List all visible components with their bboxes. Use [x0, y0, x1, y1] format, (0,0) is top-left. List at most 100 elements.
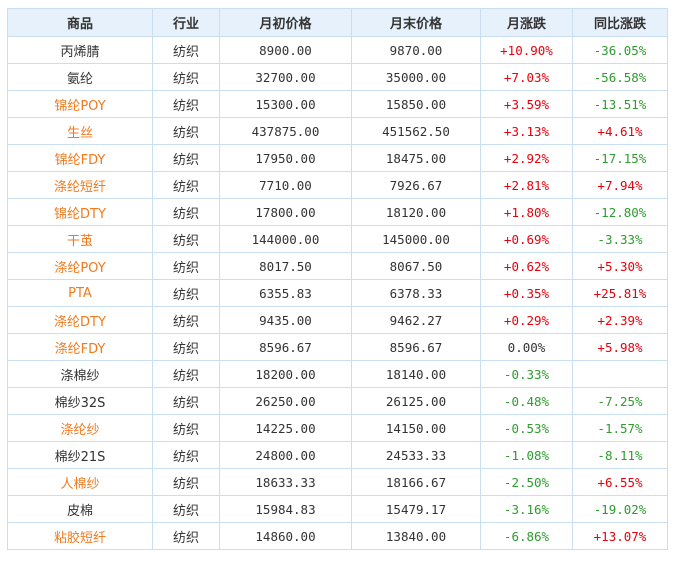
- table-row: 氨纶 纺织 32700.00 35000.00 +7.03% -56.58%: [7, 63, 668, 91]
- month-change-cell: +0.69%: [480, 225, 573, 253]
- header-yoy-change[interactable]: 同比涨跌: [572, 8, 668, 37]
- end-price-cell: 8596.67: [351, 333, 481, 361]
- industry-cell: 纺织: [152, 468, 220, 496]
- yoy-change-cell: +13.07%: [572, 522, 668, 550]
- table-row: 棉纱32S 纺织 26250.00 26125.00 -0.48% -7.25%: [7, 387, 668, 415]
- end-price-cell: 7926.67: [351, 171, 481, 199]
- commodity-name[interactable]: 粘胶短纤: [7, 522, 153, 550]
- industry-cell: 纺织: [152, 522, 220, 550]
- yoy-change-cell: +6.55%: [572, 468, 668, 496]
- commodity-name[interactable]: 生丝: [7, 117, 153, 145]
- commodity-name[interactable]: 人棉纱: [7, 468, 153, 496]
- table-row: 锦纶DTY 纺织 17800.00 18120.00 +1.80% -12.80%: [7, 198, 668, 226]
- industry-cell: 纺织: [152, 414, 220, 442]
- yoy-change-cell: -36.05%: [572, 36, 668, 64]
- start-price-cell: 144000.00: [219, 225, 352, 253]
- end-price-cell: 24533.33: [351, 441, 481, 469]
- industry-cell: 纺织: [152, 252, 220, 280]
- commodity-name[interactable]: 涤纶纱: [7, 414, 153, 442]
- end-price-cell: 35000.00: [351, 63, 481, 91]
- month-change-cell: +0.29%: [480, 306, 573, 334]
- industry-cell: 纺织: [152, 36, 220, 64]
- start-price-cell: 32700.00: [219, 63, 352, 91]
- industry-cell: 纺织: [152, 441, 220, 469]
- industry-cell: 纺织: [152, 144, 220, 172]
- table-row: 人棉纱 纺织 18633.33 18166.67 -2.50% +6.55%: [7, 468, 668, 496]
- commodity-name: 涤棉纱: [7, 360, 153, 388]
- start-price-cell: 8017.50: [219, 252, 352, 280]
- yoy-change-cell: -17.15%: [572, 144, 668, 172]
- yoy-change-cell: +5.30%: [572, 252, 668, 280]
- industry-cell: 纺织: [152, 90, 220, 118]
- month-change-cell: -2.50%: [480, 468, 573, 496]
- commodity-name: 棉纱32S: [7, 387, 153, 415]
- yoy-change-cell: -12.80%: [572, 198, 668, 226]
- commodity-name[interactable]: 锦纶DTY: [7, 198, 153, 226]
- table-row: 涤纶短纤 纺织 7710.00 7926.67 +2.81% +7.94%: [7, 171, 668, 199]
- header-start-price[interactable]: 月初价格: [219, 8, 352, 37]
- commodity-name[interactable]: 涤纶FDY: [7, 333, 153, 361]
- commodity-name[interactable]: 干茧: [7, 225, 153, 253]
- month-change-cell: +0.35%: [480, 279, 573, 307]
- header-month-change[interactable]: 月涨跌: [480, 8, 573, 37]
- start-price-cell: 17800.00: [219, 198, 352, 226]
- end-price-cell: 18166.67: [351, 468, 481, 496]
- industry-cell: 纺织: [152, 225, 220, 253]
- table-row: 锦纶POY 纺织 15300.00 15850.00 +3.59% -13.51%: [7, 90, 668, 118]
- month-change-cell: +1.80%: [480, 198, 573, 226]
- month-change-cell: +7.03%: [480, 63, 573, 91]
- end-price-cell: 451562.50: [351, 117, 481, 145]
- yoy-change-cell: +25.81%: [572, 279, 668, 307]
- end-price-cell: 145000.00: [351, 225, 481, 253]
- industry-cell: 纺织: [152, 198, 220, 226]
- header-commodity[interactable]: 商品: [7, 8, 153, 37]
- month-change-cell: 0.00%: [480, 333, 573, 361]
- commodity-name[interactable]: 锦纶POY: [7, 90, 153, 118]
- end-price-cell: 15850.00: [351, 90, 481, 118]
- yoy-change-cell: -13.51%: [572, 90, 668, 118]
- commodity-name[interactable]: 锦纶FDY: [7, 144, 153, 172]
- header-end-price[interactable]: 月末价格: [351, 8, 481, 37]
- industry-cell: 纺织: [152, 306, 220, 334]
- month-change-cell: -0.33%: [480, 360, 573, 388]
- end-price-cell: 9870.00: [351, 36, 481, 64]
- industry-cell: 纺织: [152, 387, 220, 415]
- table-row: PTA 纺织 6355.83 6378.33 +0.35% +25.81%: [7, 279, 668, 307]
- yoy-change-cell: +7.94%: [572, 171, 668, 199]
- price-table-container: 商品 行业 月初价格 月末价格 月涨跌 同比涨跌 丙烯腈 纺织 8900.00 987…: [7, 8, 668, 550]
- yoy-change-cell: +5.98%: [572, 333, 668, 361]
- commodity-name[interactable]: 涤纶短纤: [7, 171, 153, 199]
- commodity-name[interactable]: 涤纶DTY: [7, 306, 153, 334]
- end-price-cell: 9462.27: [351, 306, 481, 334]
- start-price-cell: 6355.83: [219, 279, 352, 307]
- start-price-cell: 26250.00: [219, 387, 352, 415]
- commodity-name[interactable]: PTA: [7, 279, 153, 307]
- table-row: 涤纶纱 纺织 14225.00 14150.00 -0.53% -1.57%: [7, 414, 668, 442]
- month-change-cell: -3.16%: [480, 495, 573, 523]
- table-row: 涤棉纱 纺织 18200.00 18140.00 -0.33%: [7, 360, 668, 388]
- end-price-cell: 8067.50: [351, 252, 481, 280]
- yoy-change-cell: +4.61%: [572, 117, 668, 145]
- table-row: 丙烯腈 纺织 8900.00 9870.00 +10.90% -36.05%: [7, 36, 668, 64]
- month-change-cell: +10.90%: [480, 36, 573, 64]
- month-change-cell: +2.81%: [480, 171, 573, 199]
- end-price-cell: 13840.00: [351, 522, 481, 550]
- industry-cell: 纺织: [152, 171, 220, 199]
- month-change-cell: +0.62%: [480, 252, 573, 280]
- month-change-cell: -1.08%: [480, 441, 573, 469]
- industry-cell: 纺织: [152, 117, 220, 145]
- start-price-cell: 17950.00: [219, 144, 352, 172]
- start-price-cell: 7710.00: [219, 171, 352, 199]
- header-industry[interactable]: 行业: [152, 8, 220, 37]
- yoy-change-cell: -3.33%: [572, 225, 668, 253]
- table-row: 涤纶DTY 纺织 9435.00 9462.27 +0.29% +2.39%: [7, 306, 668, 334]
- table-row: 干茧 纺织 144000.00 145000.00 +0.69% -3.33%: [7, 225, 668, 253]
- start-price-cell: 14225.00: [219, 414, 352, 442]
- yoy-change-cell: +2.39%: [572, 306, 668, 334]
- commodity-price-table: 商品 行业 月初价格 月末价格 月涨跌 同比涨跌 丙烯腈 纺织 8900.00 987…: [7, 8, 668, 550]
- table-row: 涤纶FDY 纺织 8596.67 8596.67 0.00% +5.98%: [7, 333, 668, 361]
- start-price-cell: 15300.00: [219, 90, 352, 118]
- industry-cell: 纺织: [152, 333, 220, 361]
- commodity-name[interactable]: 涤纶POY: [7, 252, 153, 280]
- table-row: 锦纶FDY 纺织 17950.00 18475.00 +2.92% -17.15%: [7, 144, 668, 172]
